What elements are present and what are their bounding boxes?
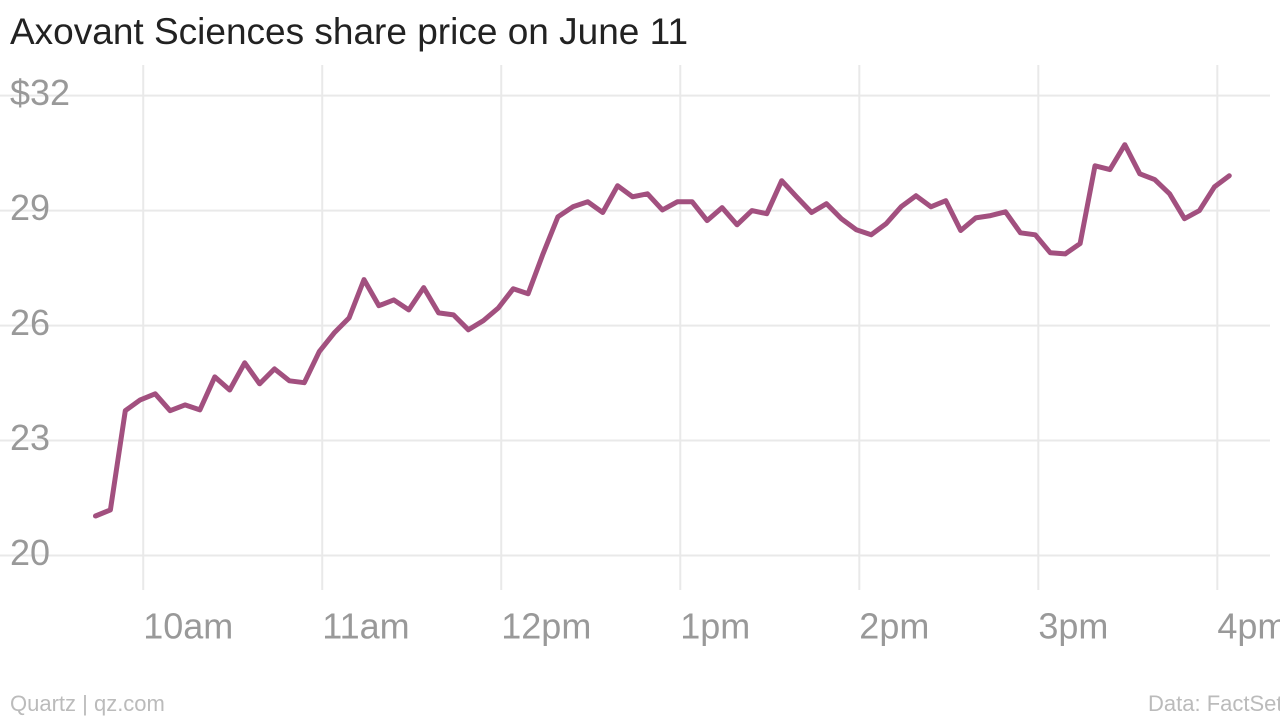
x-tick-label: 11am: [322, 606, 409, 647]
price-line: [93, 142, 1232, 519]
x-tick-label: 10am: [143, 606, 233, 647]
x-tick-label: 12pm: [501, 606, 591, 647]
x-tick-label: 4pm: [1217, 606, 1280, 647]
chart-title: Axovant Sciences share price on June 11: [10, 11, 688, 52]
x-tick-label: 3pm: [1038, 606, 1108, 647]
y-tick-label: 29: [10, 187, 50, 228]
x-tick-label: 2pm: [859, 606, 929, 647]
y-tick-label: $32: [10, 72, 70, 113]
source-left: Quartz | qz.com: [10, 691, 165, 716]
y-tick-label: 26: [10, 302, 50, 343]
source-right: Data: FactSet: [1148, 691, 1280, 716]
y-tick-label: 20: [10, 532, 50, 573]
y-tick-label: 23: [10, 417, 50, 458]
x-tick-label: 1pm: [680, 606, 750, 647]
